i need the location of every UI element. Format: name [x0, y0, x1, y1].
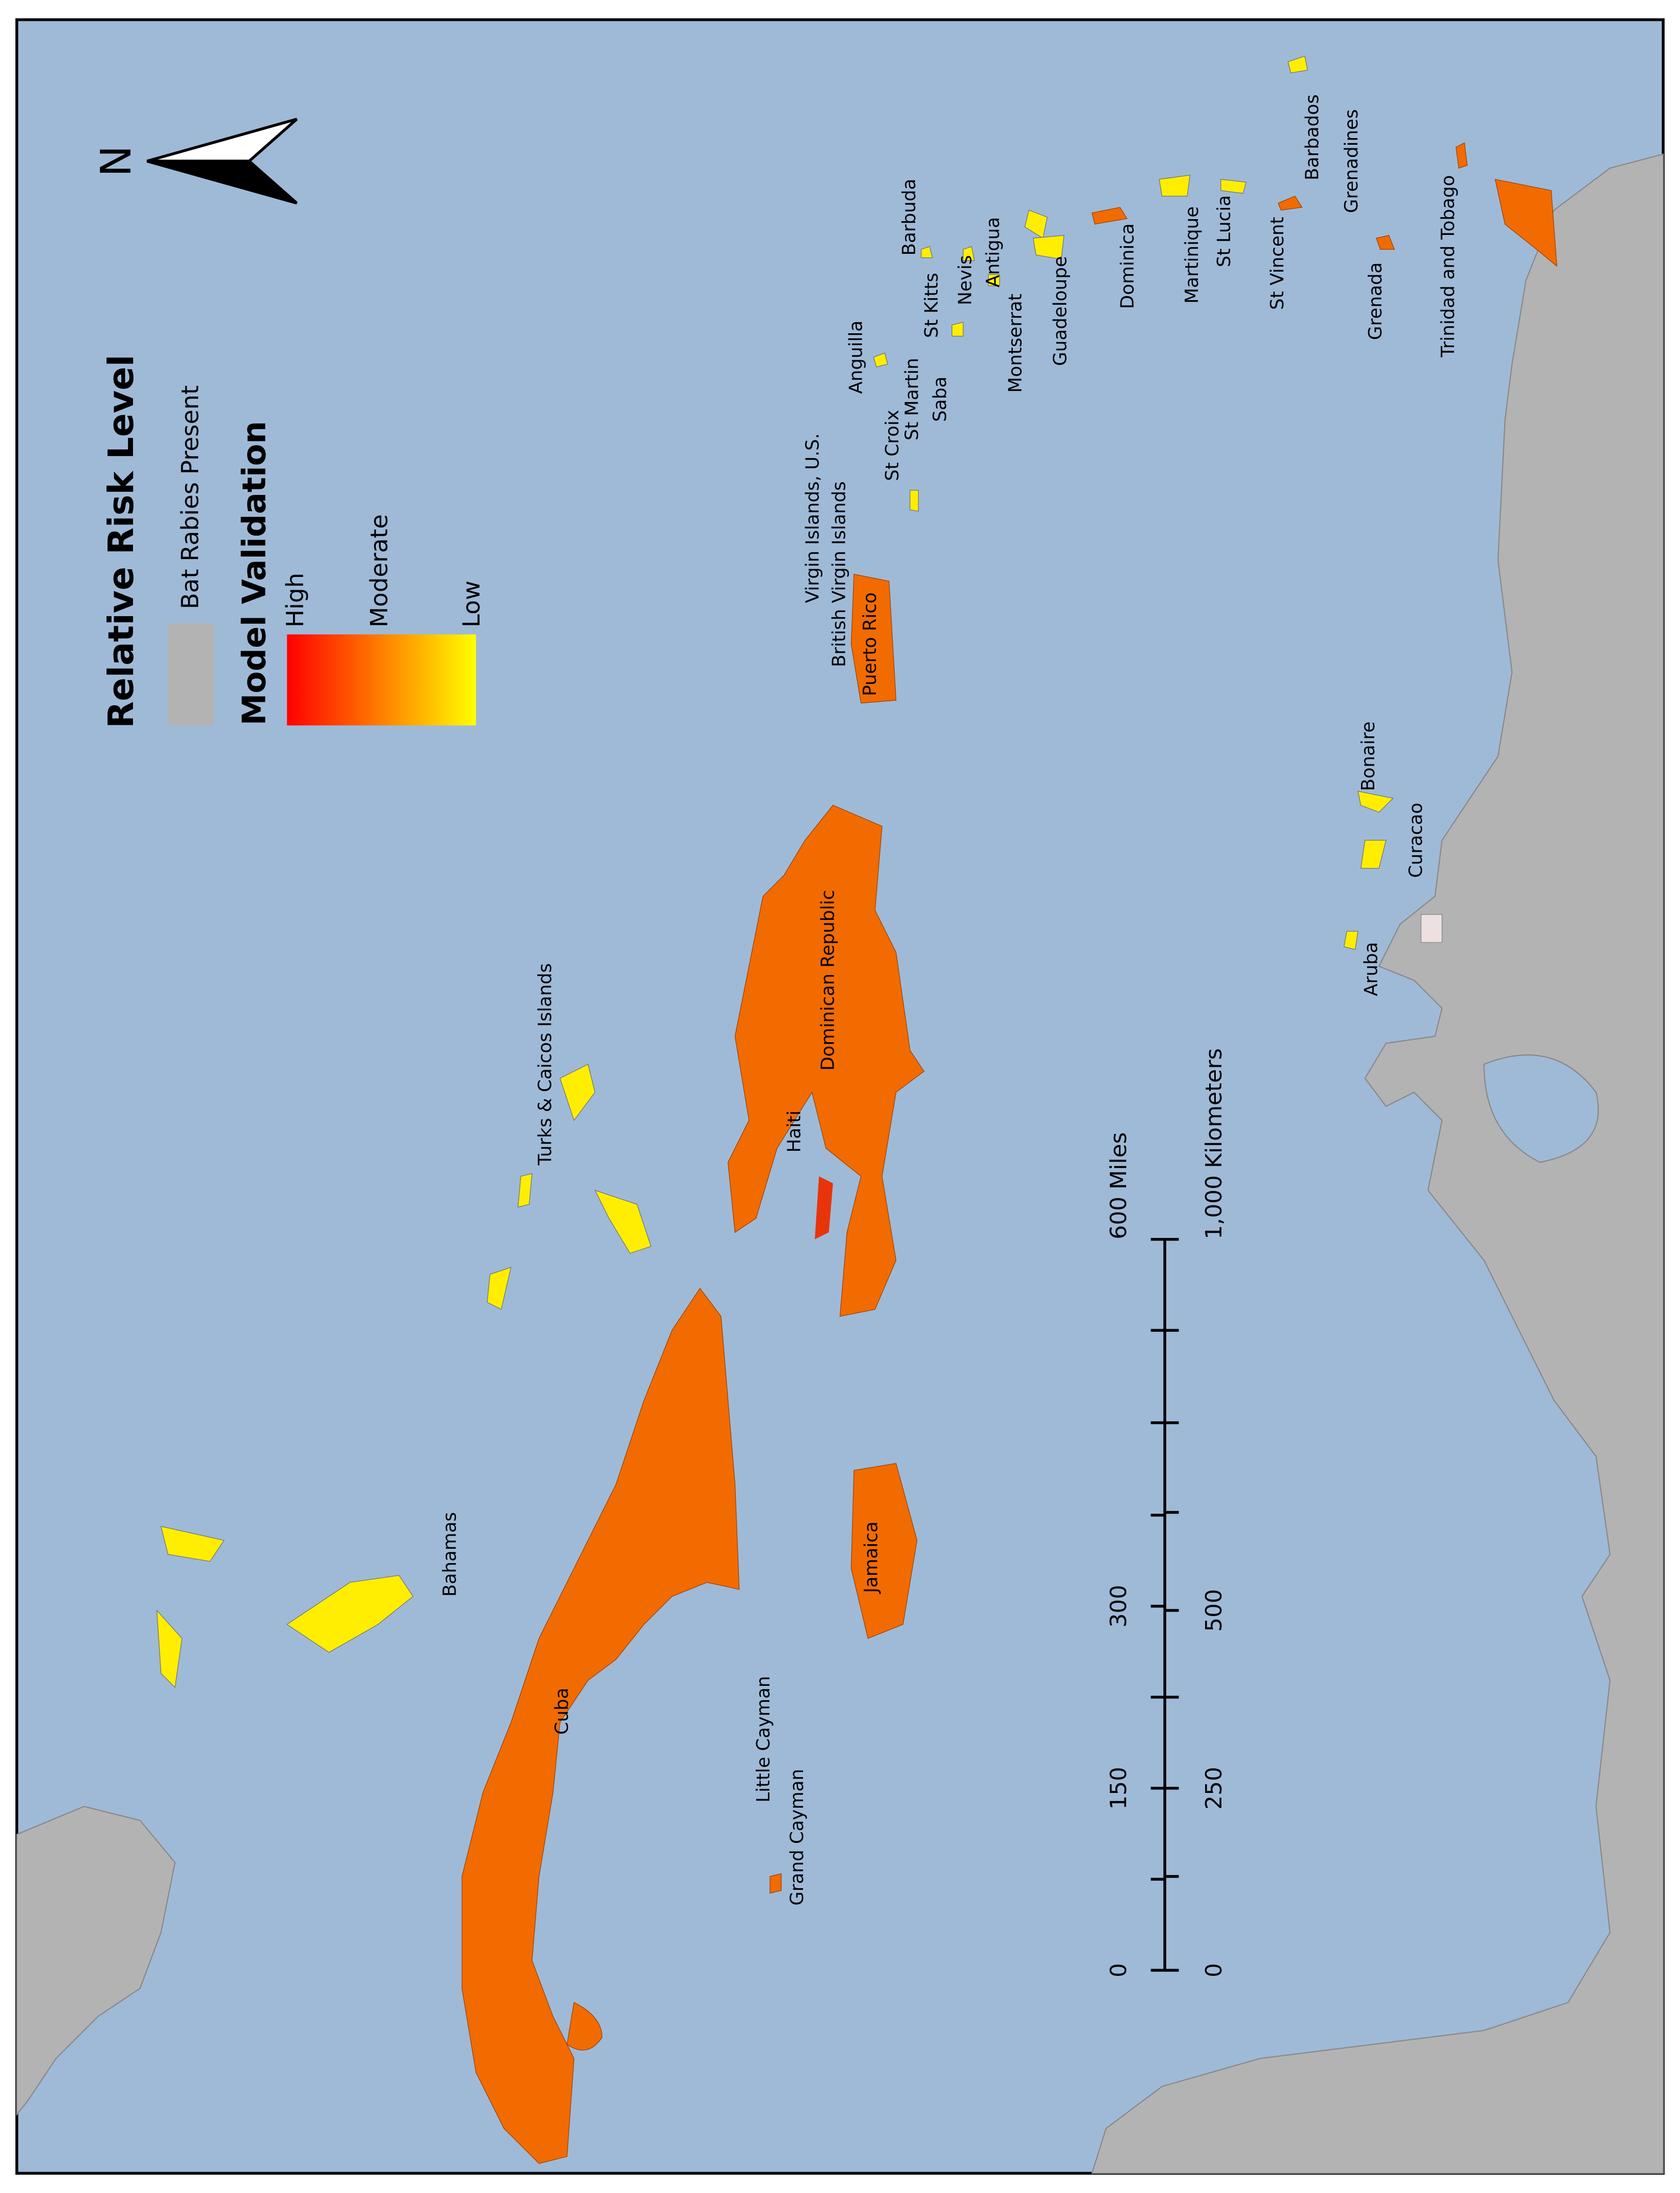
legend-swatch: [168, 623, 215, 726]
place-label: Grenada: [1365, 262, 1386, 340]
scale-label-miles: 600 Miles: [1106, 1132, 1132, 1239]
place-label: Montserrat: [1005, 294, 1026, 392]
place-label: Puerto Rico: [860, 592, 881, 696]
scale-bar: [1151, 1237, 1179, 1972]
north-label: N: [92, 145, 141, 177]
place-label: Bonaire: [1358, 722, 1379, 791]
legend-gradient: [287, 634, 476, 726]
place-label: Curacao: [1405, 803, 1426, 878]
place-label: Grenadines: [1341, 109, 1362, 213]
place-labels: Bahamas Turks & Caicos Islands Haiti Domini…: [440, 94, 1459, 1906]
place-label: Haiti: [784, 1111, 805, 1153]
place-label: Barbuda: [899, 179, 920, 256]
place-label: Saba: [929, 377, 950, 422]
place-label: St Vincent: [1267, 217, 1288, 310]
place-label: Antigua: [983, 217, 1004, 287]
gradient-label: High: [282, 573, 309, 627]
place-label: St Kitts: [921, 273, 942, 338]
place-label: Nevis: [955, 255, 976, 305]
place-label: St Lucia: [1214, 195, 1235, 267]
low-risk-islands: [156, 56, 1394, 1688]
land: [16, 153, 1664, 2174]
place-label: British Virgin Islands: [829, 481, 849, 667]
place-label: Aruba: [1361, 942, 1382, 996]
high-risk-islands: [461, 142, 1558, 2164]
place-label: Anguilla: [845, 321, 866, 394]
place-label: Trinidad and Tobago: [1438, 175, 1459, 358]
place-label: Martinique: [1182, 206, 1203, 304]
place-label: Dominican Republic: [818, 890, 839, 1071]
legend-gradient-title: Model Validation: [235, 421, 273, 726]
gradient-label: Moderate: [366, 514, 393, 627]
legend: Relative Risk Level Bat Rabies Present M…: [101, 355, 486, 728]
scale-label-miles: 300: [1106, 1585, 1132, 1628]
place-label: St Croix: [882, 410, 903, 481]
place-label: Barbados: [1302, 94, 1323, 180]
scale-label-km: 250: [1201, 1767, 1227, 1810]
place-label: Jamaica: [861, 1521, 882, 1594]
north-arrow: N: [92, 118, 298, 205]
legend-title: Relative Risk Level: [101, 355, 142, 728]
gradient-label: Low: [458, 580, 486, 627]
lake-island: [815, 1176, 833, 1239]
place-label: Cuba: [551, 1688, 572, 1735]
place-label: Grand Cayman: [787, 1769, 808, 1906]
place-label: Virgin Islands, U.S.: [802, 433, 823, 603]
place-label: St Martin: [901, 358, 922, 440]
scale-label-km: 1,000 Kilometers: [1201, 1048, 1227, 1239]
place-label: Bahamas: [440, 1512, 461, 1597]
scale-label-miles: 150: [1106, 1767, 1132, 1810]
place-label: Little Cayman: [753, 1676, 774, 1802]
place-label: Dominica: [1117, 223, 1138, 309]
place-label: Turks & Caicos Islands: [535, 963, 556, 1166]
place-label: Guadeloupe: [1050, 256, 1071, 366]
legend-item: Bat Rabies Present: [177, 385, 204, 609]
highlight-region: [1421, 914, 1443, 943]
scale-label-miles: 0: [1106, 1963, 1132, 1977]
scale-label-km: 500: [1201, 1589, 1227, 1632]
scale-label-km: 0: [1201, 1963, 1227, 1977]
